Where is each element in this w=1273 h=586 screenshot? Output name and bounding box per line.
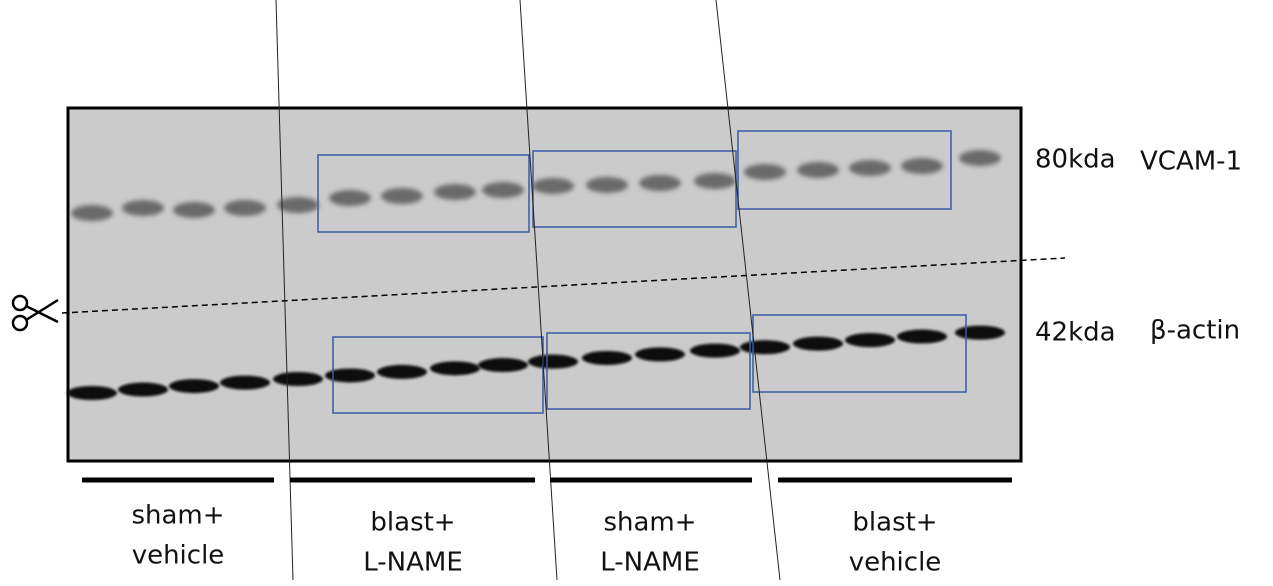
- band: [532, 178, 574, 194]
- band: [173, 202, 215, 218]
- band: [797, 162, 839, 178]
- band: [430, 361, 480, 375]
- band: [793, 337, 843, 351]
- group-label: sham+: [603, 508, 696, 538]
- marker-size: 42kda: [1035, 318, 1116, 348]
- band: [845, 333, 895, 347]
- band: [635, 347, 685, 361]
- group-label: blast+: [852, 508, 937, 538]
- band: [377, 365, 427, 379]
- marker-name: β-actin: [1150, 316, 1240, 346]
- band: [901, 158, 943, 174]
- group-label: vehicle: [132, 541, 225, 571]
- band: [71, 205, 113, 221]
- marker-name: VCAM-1: [1140, 147, 1242, 177]
- band: [740, 340, 790, 354]
- band: [528, 355, 578, 369]
- band: [277, 197, 319, 213]
- band: [67, 386, 117, 400]
- band: [482, 182, 524, 198]
- band: [694, 173, 736, 189]
- group-label: blast+: [370, 508, 455, 538]
- band: [122, 200, 164, 216]
- band: [586, 177, 628, 193]
- group-label: vehicle: [849, 548, 942, 578]
- band: [381, 188, 423, 204]
- band: [478, 358, 528, 372]
- band: [169, 379, 219, 393]
- group-label: L-NAME: [363, 548, 463, 578]
- band: [955, 326, 1005, 340]
- band: [849, 160, 891, 176]
- band: [224, 200, 266, 216]
- group-label: L-NAME: [600, 548, 700, 578]
- band: [273, 372, 323, 386]
- band: [690, 344, 740, 358]
- band: [329, 190, 371, 206]
- band: [744, 164, 786, 180]
- band: [639, 175, 681, 191]
- scissors-icon: [13, 296, 58, 330]
- band: [897, 330, 947, 344]
- group-label: sham+: [131, 501, 224, 531]
- band: [582, 351, 632, 365]
- figure: 80kda VCAM-1 42kda β-actin sham+ vehicle…: [0, 0, 1273, 586]
- band: [434, 184, 476, 200]
- band: [959, 150, 1001, 166]
- band: [220, 376, 270, 390]
- marker-size: 80kda: [1035, 145, 1116, 175]
- band: [118, 383, 168, 397]
